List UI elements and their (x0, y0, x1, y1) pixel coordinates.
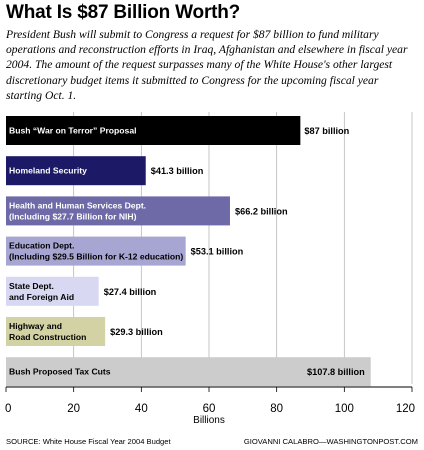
chart-subtitle: President Bush will submit to Congress a… (6, 28, 408, 102)
category-label: Bush Proposed Tax Cuts (9, 367, 111, 377)
x-tick-label: 20 (67, 403, 80, 415)
x-tick-label: 120 (396, 403, 415, 415)
value-label: $29.3 billion (110, 327, 163, 337)
category-label-line: and Foreign Aid (9, 292, 74, 302)
category-label-line: Road Construction (9, 332, 86, 342)
bar (6, 317, 106, 346)
category-label-line: Bush “War on Terror” Proposal (9, 126, 137, 136)
bar-group: Highway and Road Construction $29.3 billio… (6, 317, 163, 346)
value-label: $27.4 billion (104, 287, 157, 297)
category-label-line: Health and Human Services Dept. (9, 200, 146, 210)
bar (6, 357, 371, 387)
x-tick-label: 40 (135, 403, 148, 415)
category-label: Highway and Road Construction (9, 321, 86, 342)
x-tick-label: 60 (203, 403, 216, 415)
bar-group: Education Dept. (Including $29.5 Billion … (6, 236, 244, 266)
bars: Bush “War on Terror” Proposal $87 billion… (6, 116, 371, 387)
bar-group: Bush “War on Terror” Proposal $87 billion (6, 116, 350, 145)
x-tick-label: 0 (5, 403, 11, 415)
category-label: Bush “War on Terror” Proposal (9, 126, 137, 136)
category-label: State Dept. and Foreign Aid (9, 281, 74, 302)
bar-group: Bush Proposed Tax Cuts $107.8 billion (6, 357, 371, 387)
bar (6, 236, 186, 266)
bar-group: State Dept. and Foreign Aid $27.4 billion (6, 276, 157, 306)
category-label-line: (Including $29.5 Billion for K-12 educat… (9, 252, 183, 262)
category-label: Education Dept. (Including $29.5 Billion … (9, 241, 183, 262)
x-axis: 0 20 40 60 80 100 120 (5, 386, 415, 415)
credit-line: GIOVANNI CALABRO—WASHINGTONPOST.COM (243, 437, 418, 446)
source-note: SOURCE: White House Fiscal Year 2004 Bud… (6, 437, 171, 446)
bar (6, 156, 146, 186)
value-label: $53.1 billion (191, 247, 244, 257)
x-axis-label: Billions (193, 415, 225, 426)
value-label: $87 billion (304, 126, 349, 136)
bar-group: Health and Human Services Dept. (Includin… (6, 196, 288, 226)
x-tick-label: 80 (270, 403, 283, 415)
value-label: $41.3 billion (151, 166, 204, 176)
value-label: $107.8 billion (307, 367, 365, 377)
bar (6, 116, 301, 145)
chart-title: What Is $87 Billion Worth? (6, 2, 241, 23)
category-label-line: State Dept. (9, 281, 54, 291)
value-label: $66.2 billion (235, 206, 288, 216)
category-label-line: (Including $27.7 Billion for NIH) (9, 211, 137, 221)
bar (6, 276, 99, 306)
category-label-line: Bush Proposed Tax Cuts (9, 367, 111, 377)
bar (6, 196, 230, 226)
x-tick-label: 100 (335, 403, 354, 415)
category-label-line: Highway and (9, 321, 62, 331)
bar-group: Homeland Security $41.3 billion (6, 156, 204, 186)
category-label-line: Homeland Security (9, 166, 87, 176)
category-label-line: Education Dept. (9, 241, 74, 251)
category-label: Health and Human Services Dept. (Includin… (9, 200, 146, 221)
category-label: Homeland Security (9, 166, 87, 176)
